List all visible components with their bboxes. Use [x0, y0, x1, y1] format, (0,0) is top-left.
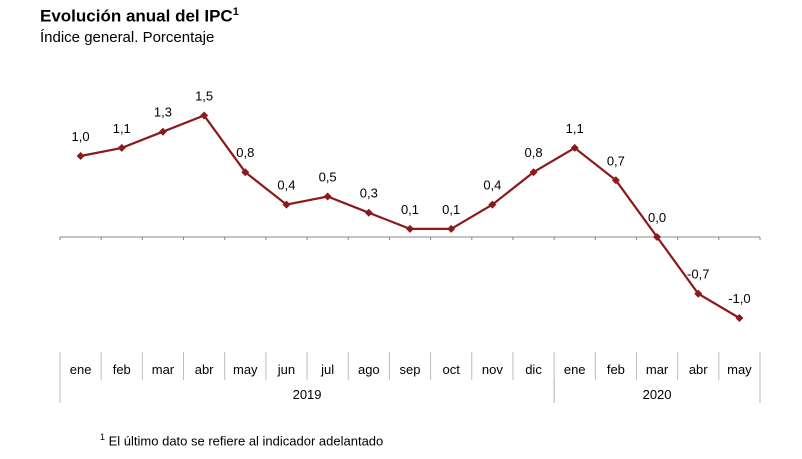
data-point-marker — [653, 233, 662, 241]
chart-subtitle: Índice general. Porcentaje — [40, 29, 215, 46]
chart-title: Evolución anual del IPC1 — [40, 6, 239, 27]
month-label-abr: abr — [195, 362, 214, 377]
data-point-marker — [117, 143, 126, 152]
month-label-mar: mar — [152, 362, 175, 377]
data-point-marker — [694, 289, 703, 298]
footnote-text: El último dato se refiere al indicador a… — [108, 433, 384, 449]
data-point-marker — [611, 176, 620, 185]
data-label: 0,0 — [648, 210, 666, 225]
data-point-marker — [529, 168, 538, 177]
data-label: 1,0 — [72, 129, 90, 144]
month-label-dic: dic — [525, 362, 542, 377]
data-point-marker — [158, 127, 167, 136]
data-point-marker — [735, 314, 744, 322]
footnote-superscript: 1 — [100, 432, 106, 442]
data-point-marker — [364, 208, 373, 217]
data-label: -1,0 — [728, 291, 750, 306]
data-label: 0,4 — [277, 178, 295, 193]
chart-title-text: Evolución anual del IPC — [40, 6, 233, 26]
data-label: 0,8 — [524, 145, 542, 160]
month-label-may: may — [233, 362, 258, 377]
data-point-marker — [447, 224, 456, 233]
footnote: 1 El último dato se refiere al indicador… — [100, 432, 383, 448]
data-label: -0,7 — [687, 267, 709, 282]
data-label: 0,8 — [236, 145, 254, 160]
data-label: 1,1 — [113, 121, 131, 136]
data-label: 0,1 — [401, 202, 419, 217]
data-point-marker — [570, 143, 579, 152]
line-chart: 2019 2020 ene feb mar abr may jun jul ago sep oct no… — [59, 89, 761, 403]
data-label: 0,1 — [442, 202, 460, 217]
data-label: 0,5 — [319, 170, 337, 185]
data-label: 1,1 — [566, 121, 584, 136]
data-label: 0,4 — [483, 178, 501, 193]
data-label: 0,7 — [607, 153, 625, 168]
title-superscript: 1 — [232, 6, 239, 18]
month-label-mar: mar — [646, 362, 669, 377]
year-label-2019: 2019 — [293, 387, 322, 402]
data-point-marker — [406, 224, 414, 233]
data-point-marker — [323, 192, 332, 201]
month-label-nov: nov — [482, 362, 503, 377]
data-point-marker — [488, 200, 497, 209]
month-label-jun: jun — [277, 362, 295, 377]
month-label-jul: jul — [320, 362, 334, 377]
month-label-feb: feb — [113, 362, 131, 377]
month-label-may: may — [727, 362, 752, 377]
month-label-abr: abr — [689, 362, 708, 377]
year-label-2020: 2020 — [643, 387, 672, 402]
month-label-sep: sep — [400, 362, 421, 377]
month-label-oct: oct — [443, 362, 461, 377]
month-label-feb: feb — [607, 362, 625, 377]
month-label-ene: ene — [564, 362, 586, 377]
data-point-marker — [76, 152, 85, 160]
month-label-ene: ene — [70, 362, 92, 377]
data-label: 0,3 — [360, 186, 378, 201]
data-label: 1,5 — [195, 89, 213, 104]
data-point-marker — [241, 168, 250, 177]
data-point-marker — [200, 111, 209, 120]
data-point-marker — [282, 200, 291, 209]
month-label-ago: ago — [358, 362, 380, 377]
data-label: 1,3 — [154, 105, 172, 120]
